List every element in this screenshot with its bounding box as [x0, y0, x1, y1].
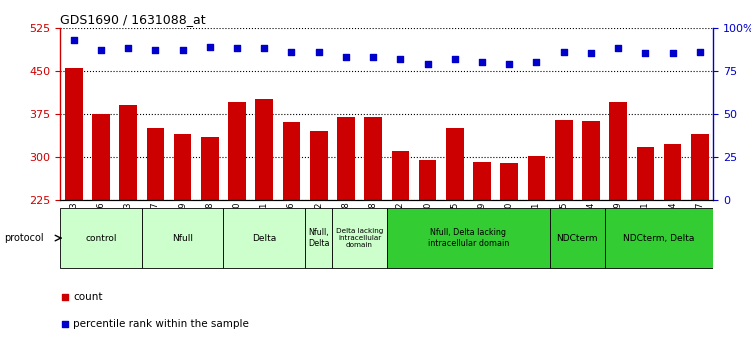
Point	[421, 61, 433, 67]
Bar	[119, 105, 137, 200]
Bar	[550, 208, 605, 268]
Bar	[224, 208, 305, 268]
Bar	[201, 137, 219, 200]
Bar	[228, 102, 246, 200]
Bar	[173, 134, 192, 200]
Bar	[310, 131, 327, 200]
Point	[612, 46, 624, 51]
Point	[340, 54, 352, 60]
Bar	[337, 117, 354, 200]
Bar	[146, 128, 164, 200]
Point	[694, 49, 706, 55]
Text: count: count	[74, 292, 103, 302]
Text: control: control	[85, 234, 116, 243]
Bar	[364, 117, 382, 200]
Point	[639, 51, 651, 56]
Bar	[92, 114, 110, 200]
Text: Delta lacking
intracellular
domain: Delta lacking intracellular domain	[336, 228, 383, 248]
Point	[530, 59, 542, 65]
Point	[68, 37, 80, 42]
Point	[285, 49, 297, 55]
Point	[367, 54, 379, 60]
Bar	[473, 161, 491, 200]
Bar	[582, 121, 600, 200]
Text: protocol: protocol	[4, 233, 44, 243]
Point	[585, 51, 597, 56]
Bar	[605, 208, 713, 268]
Text: Delta: Delta	[252, 234, 276, 243]
Point	[283, 150, 295, 155]
Bar	[305, 208, 332, 268]
Point	[312, 49, 324, 55]
Bar	[60, 208, 142, 268]
Point	[449, 56, 461, 61]
Bar	[446, 128, 463, 200]
Bar	[65, 68, 83, 200]
Bar	[387, 208, 550, 268]
Bar	[282, 122, 300, 200]
Bar	[332, 208, 387, 268]
Point	[258, 46, 270, 51]
Text: NDCterm: NDCterm	[556, 234, 598, 243]
Point	[204, 44, 216, 49]
Bar	[142, 208, 224, 268]
Point	[231, 46, 243, 51]
Point	[558, 49, 570, 55]
Bar	[419, 160, 436, 200]
Bar	[664, 144, 681, 200]
Text: Nfull,
Delta: Nfull, Delta	[308, 228, 330, 248]
Bar	[609, 102, 627, 200]
Text: Nfull: Nfull	[172, 234, 193, 243]
Point	[95, 47, 107, 53]
Text: Nfull, Delta lacking
intracellular domain: Nfull, Delta lacking intracellular domai…	[428, 228, 509, 248]
Point	[149, 47, 161, 53]
Point	[503, 61, 515, 67]
Point	[176, 47, 189, 53]
Text: percentile rank within the sample: percentile rank within the sample	[74, 319, 249, 329]
Point	[476, 59, 488, 65]
Bar	[255, 99, 273, 200]
Bar	[555, 120, 572, 200]
Point	[394, 56, 406, 61]
Bar	[528, 156, 545, 200]
Point	[122, 46, 134, 51]
Bar	[500, 163, 518, 200]
Bar	[691, 134, 709, 200]
Bar	[637, 147, 654, 200]
Bar	[391, 151, 409, 200]
Text: GDS1690 / 1631088_at: GDS1690 / 1631088_at	[60, 13, 206, 27]
Point	[667, 51, 679, 56]
Text: NDCterm, Delta: NDCterm, Delta	[623, 234, 695, 243]
